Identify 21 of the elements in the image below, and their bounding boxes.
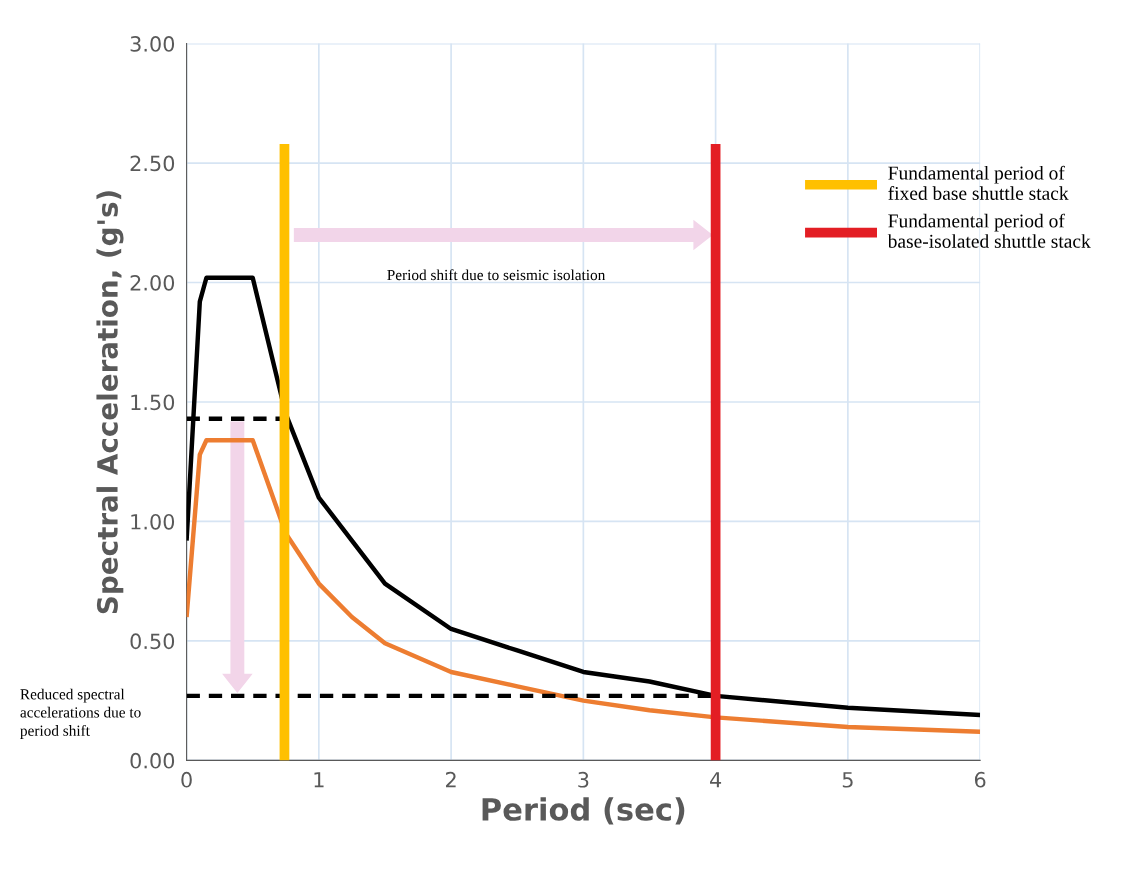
annotation: Period shift due to seismic isolation (387, 269, 606, 281)
text: Reduced spectral accelerations due to period shift (20, 688, 141, 739)
x-tick-label: 0 (181, 771, 192, 788)
legend-label: Fundamental period of fixed base shuttle stack (888, 165, 1069, 200)
x-tick-label: 1 (314, 772, 324, 788)
x-tick-label: 4 (710, 772, 722, 788)
y-axis-title: Spectral Acceleration, (g's) (96, 191, 124, 614)
x-tick-label: 2 (446, 771, 456, 788)
y-tick-label: 0.00 (130, 752, 175, 769)
y-tick-label: 1.50 (131, 394, 175, 411)
y-tick-label: 3.00 (130, 36, 175, 52)
legend-label: Fundamental period of base-isolated shuttle stack (887, 213, 1091, 248)
line-series (186, 438, 981, 734)
y-tick-label: 2.50 (130, 155, 175, 172)
y-tick-label: 0.50 (130, 633, 175, 650)
x-axis-title: Period (sec) (482, 797, 685, 825)
y-tick-label: 2.00 (130, 274, 175, 291)
x-tick-label: 3 (578, 771, 589, 788)
y-tick-label: 1.00 (131, 513, 175, 530)
x-tick-label: 5 (842, 772, 853, 788)
x-tick-label: 6 (974, 771, 986, 788)
